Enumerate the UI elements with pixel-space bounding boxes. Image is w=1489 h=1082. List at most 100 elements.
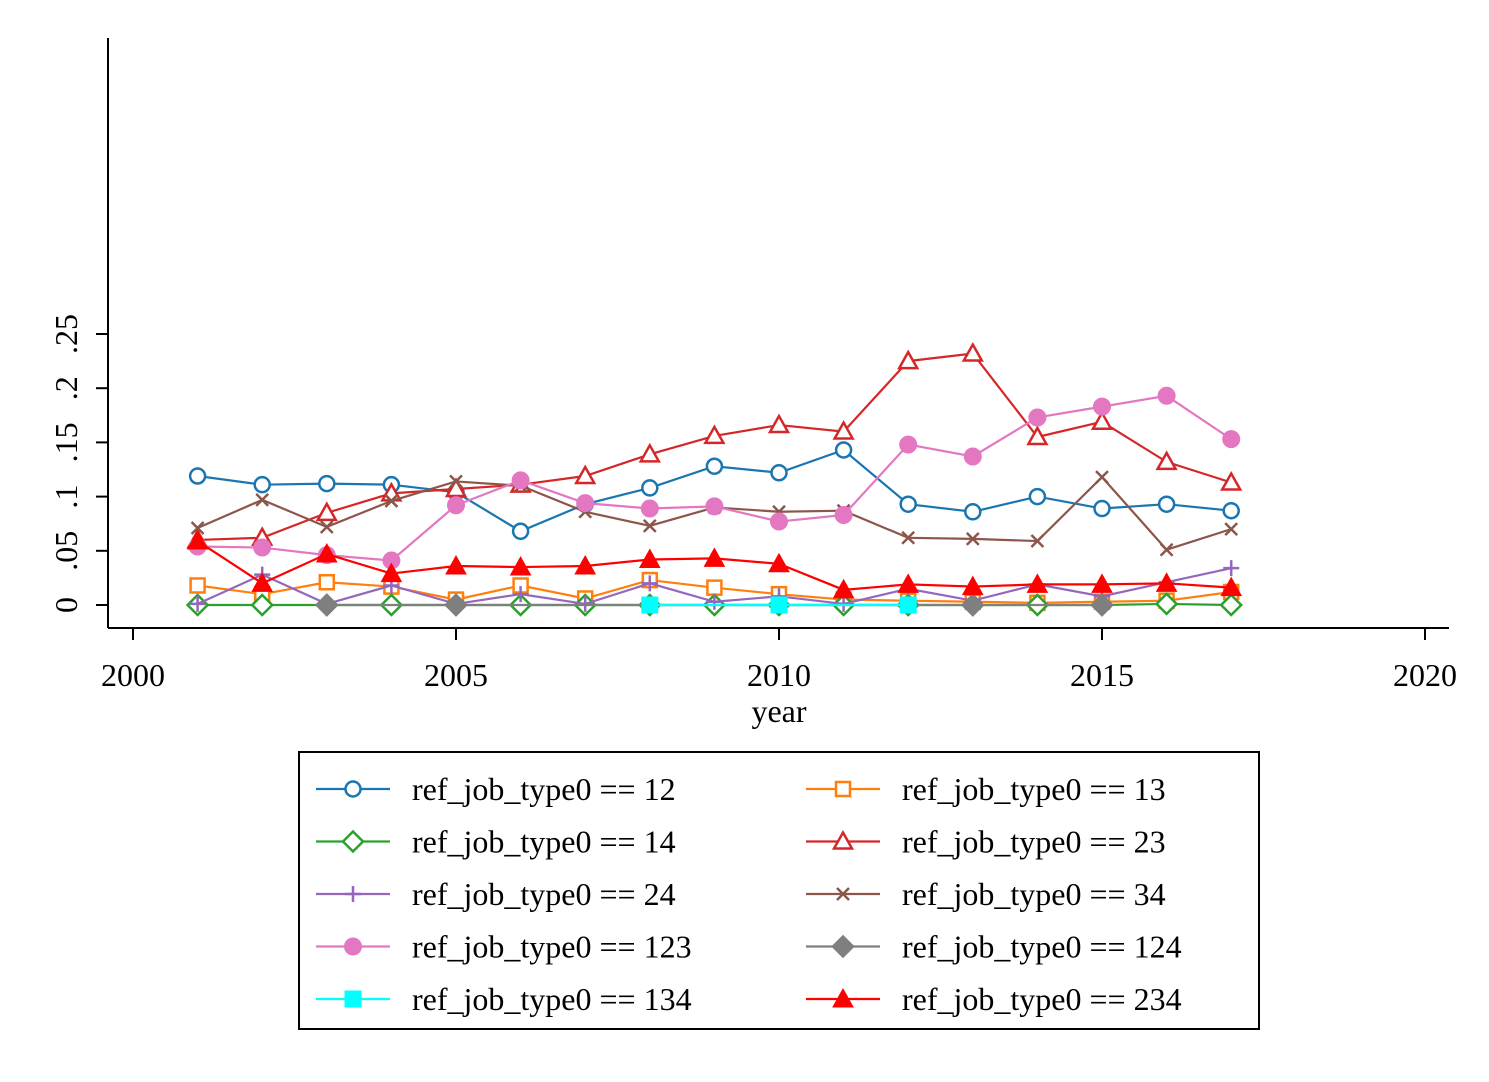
data-point — [1030, 534, 1045, 548]
data-point — [897, 573, 920, 593]
data-point — [186, 530, 209, 550]
legend-label: ref_job_type0 == 124 — [902, 929, 1182, 965]
legend: ref_job_type0 == 12 ref_job_type0 == 13 re… — [298, 751, 1260, 1030]
data-point — [380, 562, 403, 583]
legend-entry: ref_job_type0 == 24 — [316, 876, 676, 912]
legend-swatch-marker — [831, 934, 855, 959]
legend-box — [298, 751, 1260, 1030]
data-point — [511, 471, 530, 490]
data-point — [961, 593, 985, 617]
data-point — [1157, 386, 1176, 405]
legend-entry: ref_job_type0 == 123 — [316, 929, 692, 965]
legend-swatch-marker — [834, 780, 852, 798]
axes: 2000 2005 2010 2015 2020 0 .05 .1 .15 .2 .25 year — [48, 38, 1457, 729]
data-point — [1159, 542, 1174, 557]
data-point — [1093, 397, 1111, 416]
y-tick-label: .15 — [48, 422, 84, 462]
data-point — [251, 572, 274, 592]
data-point — [638, 548, 661, 568]
data-point — [250, 593, 274, 617]
legend-entry: ref_job_type0 == 13 — [806, 771, 1166, 807]
y-tick-label: 0 — [48, 597, 84, 613]
data-point — [1219, 593, 1243, 617]
data-point — [899, 596, 917, 614]
data-point — [770, 512, 788, 531]
data-point — [1222, 430, 1241, 449]
data-point — [1157, 495, 1176, 513]
legend-label: ref_job_type0 == 24 — [412, 876, 676, 912]
data-point — [1090, 410, 1114, 431]
data-point — [1155, 450, 1178, 471]
legend-swatch-marker — [345, 886, 361, 902]
data-point — [638, 442, 661, 463]
data-point — [641, 596, 659, 614]
data-point — [574, 464, 597, 485]
data-point — [706, 593, 723, 610]
data-point — [965, 531, 980, 546]
legend-entry: ref_job_type0 == 124 — [806, 929, 1182, 965]
data-point — [832, 420, 855, 440]
data-point — [189, 595, 206, 612]
data-point — [705, 497, 724, 516]
legend-label: ref_job_type0 == 12 — [412, 771, 676, 807]
legend-swatch-marker — [836, 887, 850, 901]
data-point — [447, 496, 465, 515]
data-point — [318, 573, 336, 591]
data-point — [834, 441, 853, 459]
series-8 — [641, 596, 917, 614]
data-point — [1090, 593, 1114, 617]
data-point — [642, 518, 657, 533]
data-point — [444, 477, 468, 498]
data-point — [315, 543, 338, 563]
data-point — [1026, 425, 1049, 446]
x-tick-label: 2005 — [424, 657, 488, 693]
data-point — [1028, 487, 1047, 506]
data-point — [190, 521, 205, 535]
series-3 — [186, 341, 1243, 549]
data-point — [444, 593, 468, 617]
legend-entry: ref_job_type0 == 23 — [806, 824, 1166, 860]
data-point — [1028, 408, 1047, 427]
data-point — [703, 547, 726, 567]
data-point — [574, 554, 597, 575]
data-point — [832, 578, 855, 599]
data-point — [1223, 560, 1240, 577]
data-point — [1026, 573, 1049, 593]
legend-swatch-marker — [344, 937, 362, 956]
x-tick-label: 2015 — [1070, 657, 1134, 693]
series-9 — [186, 530, 1243, 599]
legend-swatch-marker — [831, 829, 855, 850]
data-point — [512, 586, 529, 603]
x-axis-title: year — [751, 693, 806, 729]
data-point — [1093, 499, 1111, 518]
data-point — [897, 349, 920, 370]
data-point — [509, 556, 532, 576]
legend-entry: ref_job_type0 == 234 — [806, 981, 1182, 1017]
data-point — [641, 575, 658, 592]
legend-label: ref_job_type0 == 23 — [902, 824, 1166, 860]
data-point — [899, 435, 918, 454]
data-point — [1224, 522, 1239, 537]
legend-swatch-marker — [344, 990, 362, 1008]
legend-label: ref_job_type0 == 123 — [412, 929, 692, 965]
y-tick-label: .05 — [48, 531, 84, 571]
data-point — [768, 552, 790, 573]
data-point — [901, 530, 916, 545]
y-tick-label: .25 — [48, 314, 84, 354]
series-6 — [188, 386, 1241, 570]
data-point — [1222, 501, 1240, 520]
data-point — [640, 499, 659, 518]
data-point — [315, 501, 338, 522]
series-0 — [188, 441, 1240, 541]
legend-entry: ref_job_type0 == 12 — [316, 771, 676, 807]
data-point — [445, 554, 467, 575]
data-point — [1091, 573, 1113, 593]
data-point — [1220, 576, 1243, 597]
data-point — [899, 495, 917, 513]
legend-label: ref_job_type0 == 134 — [412, 981, 692, 1017]
data-point — [1155, 572, 1178, 592]
legend-entry: ref_job_type0 == 34 — [806, 876, 1166, 912]
legend-entry: ref_job_type0 == 14 — [316, 824, 676, 860]
data-point — [1154, 592, 1179, 616]
